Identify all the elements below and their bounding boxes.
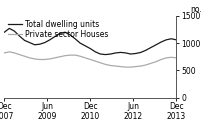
- Private sector Houses: [114, 65, 117, 67]
- Private sector Houses: [23, 55, 26, 57]
- Total dwelling units: [135, 53, 137, 54]
- Private sector Houses: [175, 57, 178, 59]
- Total dwelling units: [124, 52, 127, 54]
- Private sector Houses: [109, 65, 112, 66]
- Total dwelling units: [64, 31, 66, 33]
- Total dwelling units: [49, 39, 51, 41]
- Total dwelling units: [114, 52, 117, 54]
- Private sector Houses: [155, 61, 157, 62]
- Total dwelling units: [8, 28, 11, 29]
- Total dwelling units: [3, 31, 6, 33]
- Private sector Houses: [150, 63, 152, 64]
- Total dwelling units: [23, 40, 26, 41]
- Private sector Houses: [3, 52, 6, 54]
- Total dwelling units: [59, 32, 61, 34]
- Private sector Houses: [94, 60, 97, 62]
- Total dwelling units: [145, 49, 147, 51]
- Total dwelling units: [84, 45, 86, 47]
- Total dwelling units: [99, 53, 102, 55]
- Private sector Houses: [54, 57, 56, 59]
- Line: Total dwelling units: Total dwelling units: [4, 28, 176, 55]
- Private sector Houses: [13, 52, 16, 54]
- Private sector Houses: [28, 57, 31, 59]
- Total dwelling units: [38, 43, 41, 45]
- Private sector Houses: [160, 59, 162, 60]
- Total dwelling units: [119, 52, 122, 53]
- Private sector Houses: [43, 59, 46, 60]
- Text: no.: no.: [190, 5, 202, 14]
- Total dwelling units: [13, 30, 16, 32]
- Private sector Houses: [59, 56, 61, 58]
- Total dwelling units: [94, 51, 97, 53]
- Total dwelling units: [170, 38, 172, 40]
- Private sector Houses: [64, 55, 66, 56]
- Private sector Houses: [99, 62, 102, 63]
- Private sector Houses: [104, 64, 107, 65]
- Total dwelling units: [109, 53, 112, 55]
- Total dwelling units: [175, 39, 178, 41]
- Private sector Houses: [119, 66, 122, 67]
- Total dwelling units: [74, 38, 76, 40]
- Total dwelling units: [28, 42, 31, 43]
- Total dwelling units: [69, 34, 71, 36]
- Total dwelling units: [155, 44, 157, 46]
- Private sector Houses: [38, 59, 41, 60]
- Private sector Houses: [170, 56, 172, 58]
- Legend: Total dwelling units, Private sector Houses: Total dwelling units, Private sector Hou…: [8, 20, 108, 39]
- Total dwelling units: [43, 42, 46, 43]
- Private sector Houses: [124, 66, 127, 68]
- Total dwelling units: [89, 48, 92, 49]
- Private sector Houses: [89, 59, 92, 60]
- Line: Private sector Houses: Private sector Houses: [4, 52, 176, 67]
- Total dwelling units: [140, 52, 142, 53]
- Private sector Houses: [79, 55, 81, 57]
- Private sector Houses: [8, 51, 11, 53]
- Private sector Houses: [69, 54, 71, 56]
- Total dwelling units: [79, 42, 81, 44]
- Private sector Houses: [74, 54, 76, 56]
- Total dwelling units: [150, 47, 152, 48]
- Private sector Houses: [18, 54, 21, 55]
- Total dwelling units: [129, 53, 132, 55]
- Total dwelling units: [160, 41, 162, 43]
- Total dwelling units: [33, 44, 36, 46]
- Private sector Houses: [140, 65, 142, 67]
- Total dwelling units: [165, 39, 167, 41]
- Private sector Houses: [165, 57, 167, 59]
- Private sector Houses: [129, 66, 132, 68]
- Private sector Houses: [145, 64, 147, 66]
- Private sector Houses: [135, 66, 137, 67]
- Total dwelling units: [18, 35, 21, 37]
- Private sector Houses: [49, 58, 51, 60]
- Total dwelling units: [104, 54, 107, 55]
- Total dwelling units: [54, 36, 56, 37]
- Private sector Houses: [33, 58, 36, 60]
- Private sector Houses: [84, 57, 86, 59]
